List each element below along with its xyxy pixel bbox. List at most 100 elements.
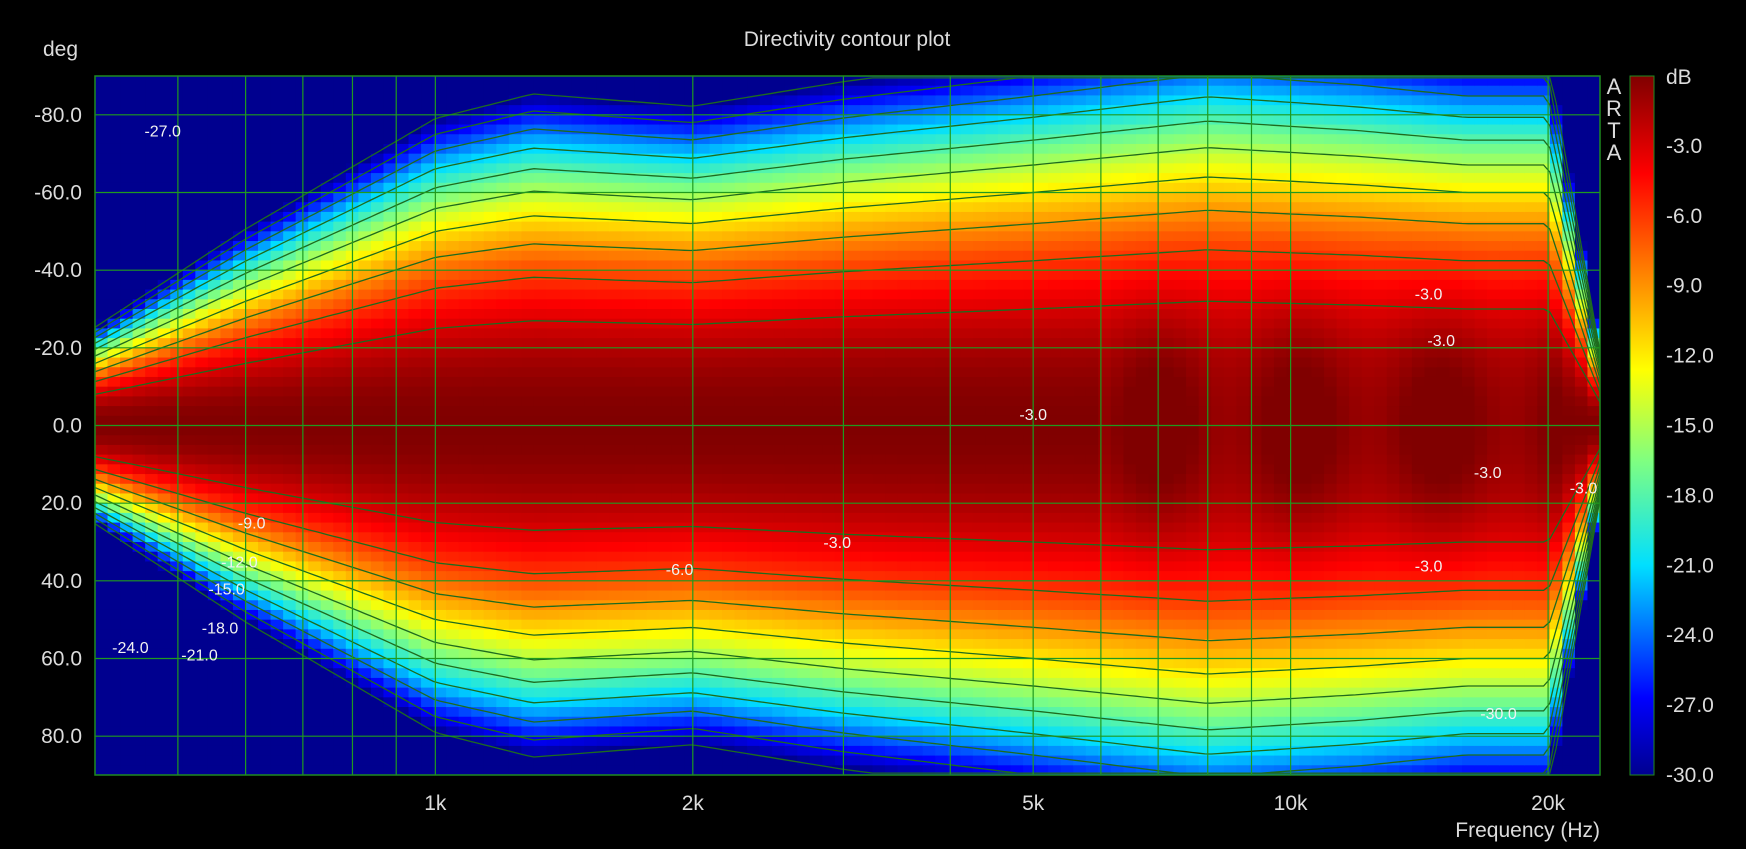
heatmap-cell bbox=[646, 639, 661, 650]
heatmap-cell bbox=[182, 143, 197, 155]
heatmap-cell bbox=[157, 435, 172, 446]
heatmap-cell bbox=[697, 153, 711, 165]
heatmap-cell bbox=[283, 163, 297, 174]
heatmap-cell bbox=[722, 687, 736, 699]
heatmap-cell bbox=[935, 250, 949, 262]
heatmap-cell bbox=[609, 396, 623, 407]
heatmap-cell bbox=[458, 406, 473, 417]
heatmap-cell bbox=[170, 435, 184, 446]
heatmap-cell bbox=[834, 114, 849, 126]
heatmap-cell bbox=[370, 76, 385, 87]
heatmap-cell bbox=[571, 76, 585, 87]
heatmap-cell bbox=[421, 338, 435, 349]
heatmap-cell bbox=[370, 668, 385, 679]
heatmap-cell bbox=[609, 716, 623, 728]
heatmap-cell bbox=[245, 124, 259, 136]
heatmap-cell bbox=[320, 250, 335, 262]
heatmap-cell bbox=[671, 532, 686, 543]
heatmap-cell bbox=[270, 561, 284, 572]
heatmap-cell bbox=[132, 542, 146, 553]
heatmap-cell bbox=[671, 396, 686, 407]
heatmap-cell bbox=[370, 221, 385, 233]
heatmap-cell bbox=[508, 231, 523, 242]
heatmap-cell bbox=[822, 231, 836, 242]
heatmap-cell bbox=[396, 153, 410, 165]
heatmap-cell bbox=[847, 571, 861, 582]
heatmap-cell bbox=[935, 435, 949, 446]
heatmap-cell bbox=[120, 192, 134, 204]
heatmap-cell bbox=[897, 318, 912, 330]
heatmap-cell bbox=[458, 134, 473, 145]
heatmap-cell bbox=[195, 124, 209, 136]
heatmap-cell bbox=[145, 512, 159, 524]
heatmap-cell bbox=[910, 542, 924, 553]
heatmap-cell bbox=[885, 639, 899, 650]
heatmap-cell bbox=[809, 309, 824, 320]
heatmap-cell bbox=[446, 716, 460, 728]
heatmap-cell bbox=[446, 503, 460, 514]
heatmap-cell bbox=[772, 580, 786, 592]
heatmap-cell bbox=[671, 289, 686, 301]
heatmap-cell bbox=[157, 755, 172, 767]
heatmap-cell bbox=[922, 279, 937, 291]
heatmap-cell bbox=[734, 357, 748, 369]
heatmap-cell bbox=[935, 512, 949, 524]
heatmap-cell bbox=[822, 425, 836, 437]
heatmap-cell bbox=[433, 328, 447, 339]
heatmap-cell bbox=[584, 648, 598, 660]
heatmap-cell bbox=[684, 241, 698, 252]
heatmap-cell bbox=[885, 376, 899, 388]
heatmap-cell bbox=[333, 309, 347, 320]
heatmap-cell bbox=[797, 173, 811, 184]
heatmap-cell bbox=[446, 425, 460, 437]
heatmap-cell bbox=[258, 396, 272, 407]
heatmap-cell bbox=[559, 454, 573, 466]
heatmap-cell bbox=[258, 609, 272, 621]
heatmap-cell bbox=[634, 367, 648, 378]
heatmap-cell bbox=[571, 454, 585, 466]
heatmap-cell bbox=[408, 755, 422, 767]
heatmap-cell bbox=[784, 202, 799, 213]
heatmap-cell bbox=[897, 474, 912, 485]
heatmap-cell bbox=[396, 134, 410, 145]
heatmap-cell bbox=[170, 707, 184, 718]
heatmap-cell bbox=[446, 483, 460, 495]
heatmap-cell bbox=[471, 454, 485, 466]
heatmap-cell bbox=[358, 600, 372, 611]
heatmap-cell bbox=[283, 425, 297, 437]
heatmap-cell bbox=[947, 279, 962, 291]
heatmap-cell bbox=[646, 231, 661, 242]
heatmap-cell bbox=[935, 76, 949, 87]
heatmap-cell bbox=[684, 328, 698, 339]
heatmap-cell bbox=[897, 95, 912, 106]
heatmap-cell bbox=[308, 512, 322, 524]
heatmap-cell bbox=[333, 260, 347, 271]
heatmap-cell bbox=[483, 474, 498, 485]
heatmap-cell bbox=[521, 270, 535, 281]
heatmap-cell bbox=[759, 571, 774, 582]
heatmap-cell bbox=[709, 600, 723, 611]
heatmap-cell bbox=[872, 765, 886, 775]
heatmap-cell bbox=[922, 221, 937, 233]
heatmap-cell bbox=[596, 629, 611, 640]
heatmap-cell bbox=[559, 279, 573, 291]
heatmap-cell bbox=[910, 357, 924, 369]
heatmap-cell bbox=[508, 677, 523, 689]
heatmap-cell bbox=[559, 182, 573, 194]
heatmap-cell bbox=[935, 736, 949, 747]
heatmap-cell bbox=[496, 76, 510, 87]
heatmap-cell bbox=[245, 687, 259, 699]
heatmap-cell bbox=[421, 474, 435, 485]
heatmap-cell bbox=[258, 76, 272, 87]
heatmap-cell bbox=[559, 697, 573, 708]
heatmap-cell bbox=[333, 542, 347, 553]
heatmap-cell bbox=[897, 658, 912, 670]
heatmap-cell bbox=[120, 163, 134, 174]
heatmap-cell bbox=[170, 668, 184, 679]
heatmap-cell bbox=[533, 328, 548, 339]
heatmap-cell bbox=[734, 619, 748, 631]
heatmap-cell bbox=[220, 241, 234, 252]
heatmap-cell bbox=[170, 425, 184, 437]
heatmap-cell bbox=[446, 396, 460, 407]
heatmap-cell bbox=[847, 736, 861, 747]
